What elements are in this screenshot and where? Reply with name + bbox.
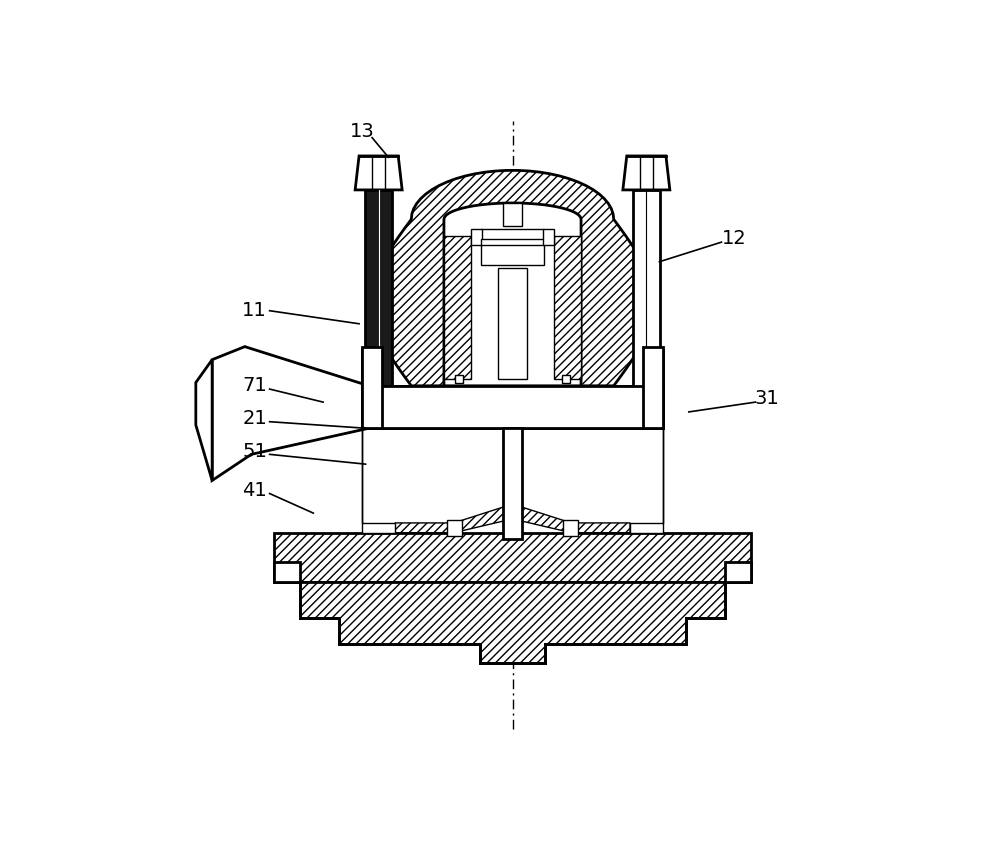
Text: 51: 51: [242, 442, 267, 460]
Bar: [633, 190, 660, 425]
Bar: [444, 236, 471, 379]
Text: 13: 13: [350, 121, 375, 141]
Bar: [498, 268, 527, 379]
Text: 21: 21: [242, 409, 267, 428]
Polygon shape: [516, 428, 630, 533]
Bar: [643, 350, 663, 428]
Polygon shape: [362, 428, 395, 533]
Polygon shape: [274, 533, 751, 582]
Bar: [563, 520, 578, 536]
Text: 12: 12: [722, 229, 747, 248]
Polygon shape: [196, 360, 212, 481]
Bar: [481, 229, 544, 265]
Polygon shape: [274, 562, 300, 582]
Bar: [362, 347, 382, 428]
Polygon shape: [372, 170, 653, 386]
Bar: [455, 375, 463, 382]
Bar: [471, 229, 482, 245]
Polygon shape: [212, 347, 369, 481]
Polygon shape: [300, 582, 725, 663]
Polygon shape: [362, 386, 663, 428]
Text: 71: 71: [242, 377, 267, 395]
Bar: [503, 428, 522, 539]
Bar: [554, 236, 581, 379]
Polygon shape: [355, 156, 402, 190]
Bar: [543, 229, 554, 245]
Polygon shape: [362, 386, 663, 428]
Bar: [481, 239, 544, 245]
Bar: [503, 203, 522, 226]
Text: 41: 41: [242, 481, 267, 499]
Bar: [562, 375, 570, 382]
Polygon shape: [630, 428, 663, 533]
Text: 11: 11: [242, 301, 267, 321]
Bar: [643, 347, 663, 428]
Bar: [365, 190, 392, 425]
Bar: [362, 350, 382, 428]
Text: 31: 31: [755, 389, 780, 409]
Polygon shape: [395, 428, 509, 533]
Polygon shape: [623, 156, 670, 190]
Polygon shape: [444, 203, 581, 386]
Polygon shape: [725, 562, 751, 582]
Bar: [447, 520, 462, 536]
